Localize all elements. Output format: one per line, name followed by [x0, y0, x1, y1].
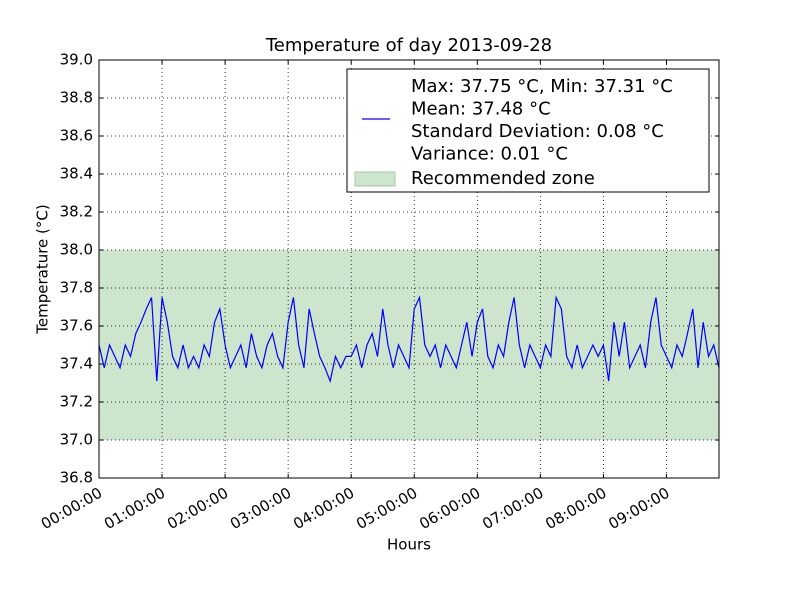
y-tick-label: 36.8: [60, 469, 93, 487]
y-tick-label: 38.0: [60, 241, 93, 259]
legend-label: Standard Deviation: 0.08 °C: [411, 121, 664, 142]
y-tick-label: 37.6: [60, 317, 93, 335]
y-tick-label: 38.6: [60, 127, 93, 145]
y-tick-label: 37.8: [60, 279, 93, 297]
legend-patch: [354, 171, 396, 187]
y-tick-label: 37.4: [60, 355, 93, 373]
y-tick-label: 37.2: [60, 393, 93, 411]
y-tick-label: 37.0: [60, 431, 93, 449]
data-line: [98, 295, 720, 384]
legend-label: Mean: 37.48 °C: [411, 99, 551, 120]
x-axis-label: Hours: [387, 536, 431, 554]
y-tick-label: 38.2: [60, 203, 93, 221]
y-tick-label: 38.8: [60, 89, 93, 107]
plot-frame: [98, 59, 720, 479]
legend-label: Max: 37.75 °C, Min: 37.31 °C: [411, 76, 673, 97]
chart-title: Temperature of day 2013-09-28: [265, 35, 552, 56]
legend-label: Variance: 0.01 °C: [411, 144, 568, 165]
y-axis-label: Temperature (°C): [34, 204, 52, 334]
y-tick-label: 39.0: [60, 51, 93, 69]
y-tick-label: 38.4: [60, 165, 93, 183]
legend-label: Recommended zone: [411, 168, 595, 189]
legend-box: [346, 68, 710, 193]
zone: [99, 250, 719, 440]
